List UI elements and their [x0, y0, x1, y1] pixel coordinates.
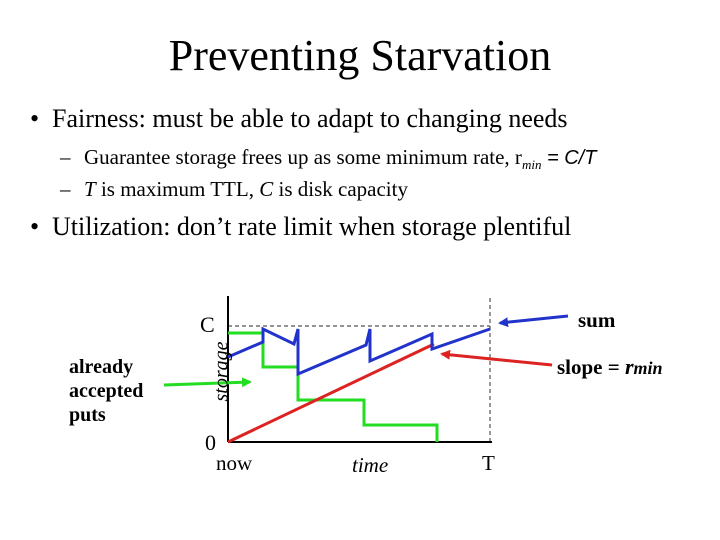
now-label: now — [216, 451, 253, 475]
accepted-puts-line — [228, 331, 439, 442]
slope-pointer-arrow — [440, 349, 553, 367]
slope-line — [227, 342, 435, 444]
puts-pointer-arrow — [163, 377, 252, 388]
var-t: T — [84, 177, 96, 201]
sum-sawtooth-line — [227, 326, 491, 377]
bullet-utilization: • Utilization: don’t rate limit when stor… — [30, 211, 571, 243]
accepted-puts-label-line: puts — [69, 404, 106, 426]
sub-bullet-ttl: – T is maximum TTL, C is disk capacity — [60, 176, 408, 202]
bullet-fairness-text: Fairness: must be able to adapt to chang… — [52, 104, 568, 133]
sum-pointer-arrow — [498, 314, 569, 328]
y-axis-label: storage — [210, 341, 233, 402]
dash-marker: – — [60, 177, 71, 201]
sub-bullet-guarantee-text: Guarantee storage frees up as some minim… — [84, 145, 522, 169]
dash-marker: – — [60, 145, 71, 169]
slope-label: slope = rmin — [557, 354, 663, 380]
r-min-subscript: min — [521, 157, 542, 173]
slope-label-sub: min — [633, 358, 663, 378]
sum-label: sum — [578, 308, 616, 332]
slope-label-text: slope = — [557, 355, 625, 379]
ttl-mark-label: T — [482, 451, 495, 475]
slide-title: Preventing Starvation — [168, 31, 552, 80]
time-label: time — [352, 453, 389, 477]
slope-label-var: r — [624, 354, 634, 379]
accepted-puts-label-line: accepted — [69, 380, 144, 402]
capacity-tick-label: C — [200, 312, 215, 337]
rate-formula: = C/T — [541, 147, 597, 169]
sub-bullet-ttl-mid: is maximum TTL, — [95, 177, 260, 201]
bullet-utilization-text: Utilization: don’t rate limit when stora… — [52, 212, 572, 241]
accepted-puts-label-line: already — [69, 356, 134, 378]
var-c: C — [259, 177, 274, 201]
bullet-dot: • — [30, 212, 40, 241]
zero-tick-label: 0 — [205, 430, 216, 455]
accepted-puts-label: already accepted puts — [69, 355, 143, 427]
sub-bullet-ttl-end: is disk capacity — [273, 177, 408, 201]
bullet-fairness: • Fairness: must be able to adapt to chan… — [30, 103, 568, 135]
sub-bullet-guarantee: – Guarantee storage frees up as some mini… — [60, 144, 596, 178]
bullet-dot: • — [30, 104, 40, 133]
